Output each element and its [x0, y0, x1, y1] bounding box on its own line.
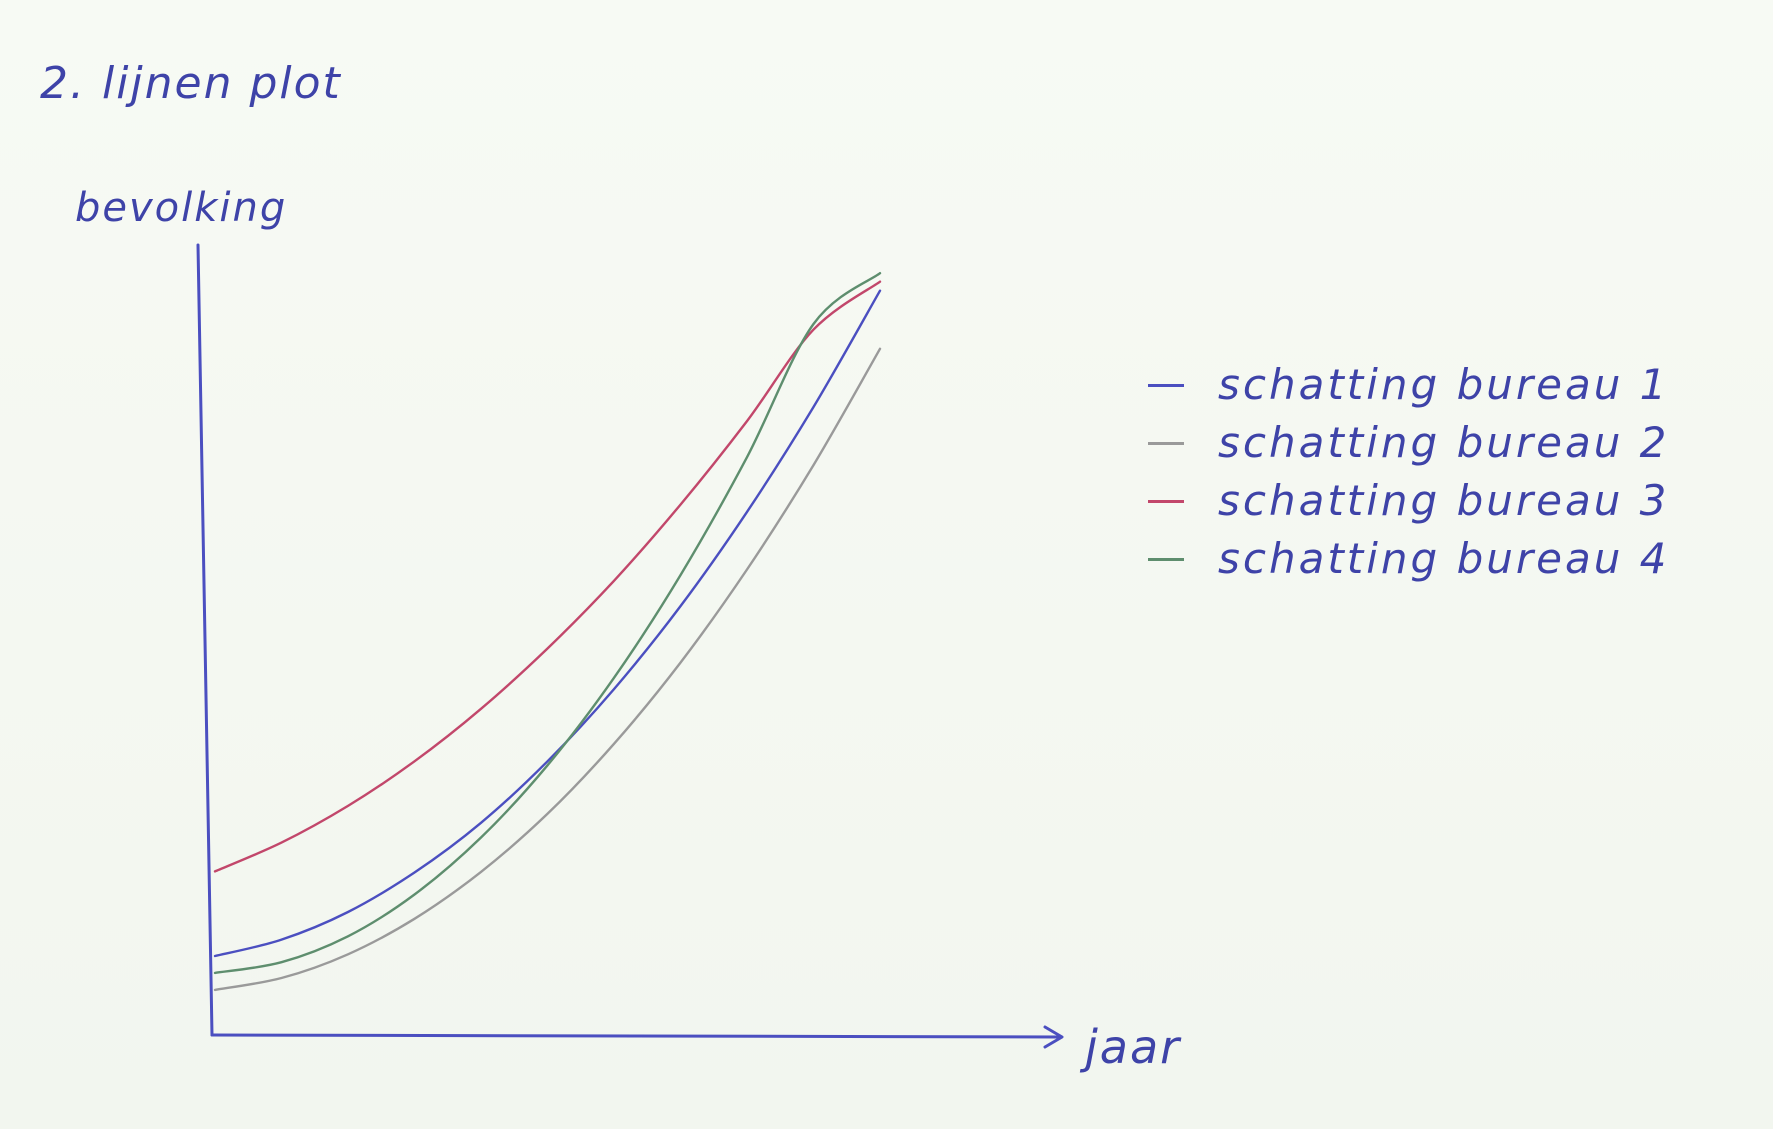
- series-line-2: [213, 347, 882, 992]
- legend-swatch: [1148, 558, 1184, 561]
- y-axis-label: bevolking: [75, 185, 288, 231]
- series-line-4: [213, 272, 882, 975]
- legend-label: schatting bureau 3: [1218, 476, 1670, 525]
- legend-swatch: [1148, 384, 1184, 387]
- series-line-3: [213, 280, 882, 873]
- legend-swatch: [1148, 500, 1184, 503]
- legend-label: schatting bureau 2: [1218, 418, 1670, 467]
- legend-swatch: [1148, 442, 1184, 445]
- legend-label: schatting bureau 4: [1218, 534, 1670, 583]
- series-line-1: [213, 289, 882, 958]
- legend-label: schatting bureau 1: [1218, 360, 1670, 409]
- page-title: 2. lijnen plot: [40, 58, 342, 109]
- x-axis-label: jaar: [1085, 1020, 1182, 1074]
- series-layer: [213, 272, 882, 992]
- x-axis-line: [210, 1033, 1062, 1039]
- axes: [196, 243, 1064, 1049]
- x-axis-arrowhead: [1043, 1025, 1064, 1049]
- y-axis-line: [196, 243, 214, 1037]
